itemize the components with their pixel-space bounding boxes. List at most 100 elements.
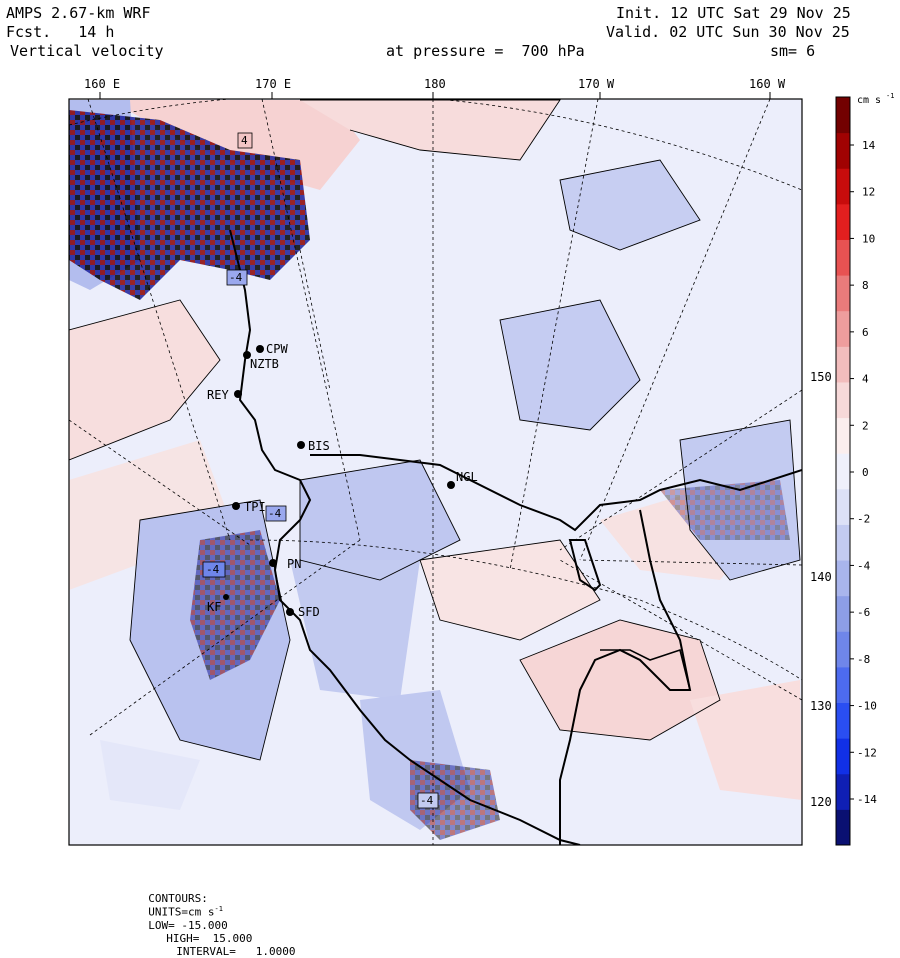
station-label-tpi: TPI	[244, 500, 266, 514]
station-marker-tpi	[232, 502, 240, 510]
colorbar-tick-label: 0	[862, 466, 869, 479]
colorbar-tick-label: 12	[862, 186, 875, 199]
terrain-noise-region	[660, 480, 790, 540]
positive-velocity-region	[520, 620, 720, 740]
station-marker-nztb	[243, 351, 251, 359]
colorbar-tick-labels: 14 12 10 8 6 4 2 0 -2 -4 -6 -8 -10 -12 -14	[857, 139, 877, 806]
colorbar-swatch	[836, 310, 850, 347]
contour-box-label: 4	[241, 134, 248, 147]
colorbar-frame	[835, 96, 851, 846]
station-marker-kf	[223, 594, 229, 600]
contour-box-label: -4	[420, 794, 434, 807]
graticule	[69, 99, 802, 845]
colorbar-units: cm s	[857, 95, 881, 106]
contour-box-label: -4	[206, 563, 220, 576]
colorbar	[835, 96, 854, 846]
contours-low: LOW= -15.000	[148, 918, 228, 932]
colorbar-swatch	[836, 132, 850, 169]
station-label-sfd: SFD	[298, 605, 320, 619]
colorbar-swatch	[836, 702, 850, 739]
negative-velocity-region	[290, 560, 420, 700]
colorbar-swatch	[836, 666, 850, 704]
station-markers	[223, 345, 455, 616]
colorbar-tick-label: -12	[857, 746, 877, 759]
colorbar-tick-label: 2	[862, 419, 869, 432]
coastline	[229, 229, 581, 845]
colorbar-tick-label: 6	[862, 326, 869, 339]
map-field	[69, 99, 802, 845]
init-time: Init. 12 UTC Sat 29 Nov 25	[616, 4, 851, 22]
colorbar-tick-label: 4	[862, 373, 869, 386]
pressure-level: at pressure = 700 hPa	[386, 42, 585, 60]
station-marker-bis	[297, 441, 305, 449]
island-outline	[568, 539, 602, 592]
station-marker-cpw	[256, 345, 264, 353]
colorbar-swatch	[836, 168, 850, 205]
field-name: Vertical velocity	[10, 42, 164, 60]
colorbar-swatch	[836, 560, 850, 597]
station-marker-ngl	[447, 481, 455, 489]
contour-lines	[69, 99, 801, 761]
valid-time: Valid. 02 UTC Sun 30 Nov 25	[606, 23, 850, 41]
positive-velocity-region	[690, 680, 802, 800]
positive-velocity-region	[300, 100, 560, 160]
colorbar-swatch	[836, 239, 850, 276]
colorbar-tick-label: 10	[862, 232, 875, 245]
colorbar-tick-label: -2	[857, 513, 870, 526]
positive-velocity-region	[69, 440, 230, 590]
contours-units-exponent: -1	[214, 905, 223, 913]
colorbar-swatch	[836, 773, 850, 810]
colorbar-tick-label: -10	[857, 700, 877, 713]
colorbar-swatch	[836, 524, 850, 561]
colorbar-swatch	[836, 595, 850, 632]
station-label-kf: KF	[207, 600, 221, 614]
station-label-cpw: CPW	[266, 342, 288, 356]
station-label-nztb: NZTB	[250, 357, 279, 371]
negative-velocity-region	[300, 460, 460, 580]
top-ticks	[99, 92, 771, 99]
colorbar-tick-label: 14	[862, 139, 876, 152]
colorbar-tick-label: -8	[857, 653, 870, 666]
colorbar-tick-label: -6	[857, 606, 870, 619]
colorbar-swatch	[836, 809, 850, 846]
colorbar-swatch	[836, 738, 850, 775]
station-label-bis: BIS	[308, 439, 330, 453]
negative-velocity-region	[100, 740, 200, 810]
terrain-noise-region	[69, 110, 310, 300]
contours-high: HIGH= 15.000	[166, 931, 253, 945]
smoothing-value: sm= 6	[770, 42, 816, 60]
negative-velocity-region	[500, 300, 640, 430]
negative-velocity-region	[560, 160, 700, 250]
map-frame	[68, 98, 803, 846]
lon-label-160e: 160 E	[84, 77, 120, 91]
map-figure: CPW NZTB REY BIS NGL TPI PN SFD KF 4 -4 …	[68, 77, 894, 846]
colorbar-swatch	[836, 631, 850, 668]
lon-label-180: 180	[424, 77, 446, 91]
station-labels: CPW NZTB REY BIS NGL TPI PN SFD KF	[207, 342, 478, 619]
contour-info: CONTOURS: UNITS=cm s-1 LOW= -15.000 HIGH…	[135, 879, 295, 958]
station-label-rey: REY	[207, 388, 229, 402]
contour-value-boxes: 4 -4 -4 -4 -4	[202, 132, 439, 809]
colorbar-swatch	[836, 97, 850, 134]
terrain-noise-region	[410, 760, 500, 840]
colorbar-swatch	[836, 417, 850, 454]
positive-velocity-region	[420, 540, 600, 640]
station-marker-rey	[234, 390, 242, 398]
colorbar-swatch	[836, 275, 850, 312]
contours-interval: INTERVAL= 1.0000	[176, 944, 296, 958]
colorbar-swatch	[836, 453, 850, 490]
colorbar-swatch	[836, 488, 850, 525]
lon-label-170w: 170 W	[578, 77, 615, 91]
station-label-pn: PN	[287, 557, 301, 571]
forecast-hour: Fcst. 14 h	[6, 23, 115, 41]
station-label-ngl: NGL	[456, 470, 478, 484]
station-marker-sfd	[286, 608, 294, 616]
lon-label-160w: 160 W	[749, 77, 786, 91]
colorbar-tick-label: 8	[862, 279, 869, 292]
colorbar-swatch	[836, 346, 850, 383]
colorbar-swatch	[836, 203, 850, 240]
grounding-line	[559, 509, 692, 845]
contours-units: UNITS=cm s	[148, 905, 215, 919]
positive-velocity-region	[69, 300, 220, 460]
model-title: AMPS 2.67-km WRF	[6, 4, 151, 22]
